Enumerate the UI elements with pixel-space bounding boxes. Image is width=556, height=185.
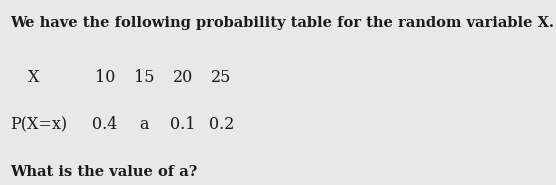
Text: 15: 15 <box>133 69 154 86</box>
Text: 20: 20 <box>172 69 193 86</box>
Text: 25: 25 <box>211 69 232 86</box>
Text: X: X <box>28 69 39 86</box>
Text: a: a <box>139 116 148 133</box>
Text: 0.2: 0.2 <box>208 116 234 133</box>
Text: 0.1: 0.1 <box>170 116 195 133</box>
Text: We have the following probability table for the random variable X.: We have the following probability table … <box>10 16 554 30</box>
Text: P(X=x): P(X=x) <box>10 116 67 133</box>
Text: What is the value of a?: What is the value of a? <box>10 165 197 179</box>
Text: 0.4: 0.4 <box>92 116 118 133</box>
Text: 10: 10 <box>95 69 115 86</box>
